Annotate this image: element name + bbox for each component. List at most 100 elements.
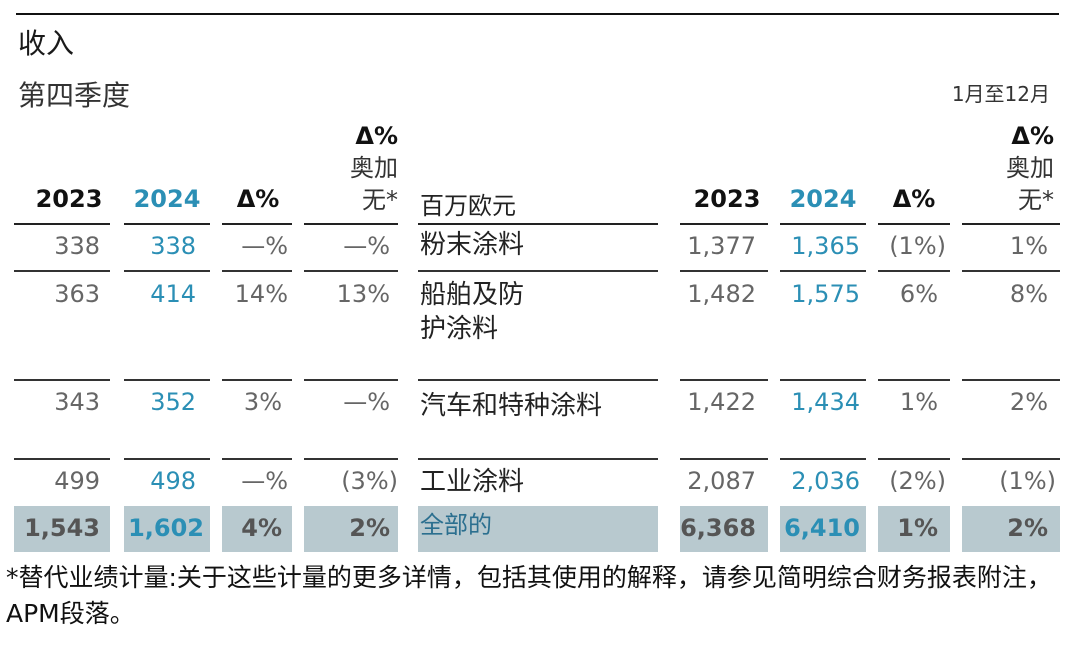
header-q-2023: 2023 xyxy=(35,185,103,213)
rule xyxy=(780,223,866,225)
cell-y-cur: 1,365 xyxy=(791,232,860,260)
rule xyxy=(124,458,210,460)
total-y-delta: 1% xyxy=(897,514,938,542)
cell-y-prev: 2,087 xyxy=(687,467,756,495)
rule xyxy=(780,379,866,381)
footnote: *替代业绩计量:关于这些计量的更多详情，包括其使用的解释，请参见简明综合财务报表… xyxy=(6,563,1052,628)
total-bg xyxy=(14,506,110,552)
rule xyxy=(14,270,110,272)
cell-q-prev: 338 xyxy=(54,232,100,260)
rule xyxy=(680,379,768,381)
rule xyxy=(680,223,768,225)
cell-q-organic: 13% xyxy=(336,280,390,308)
header-y-2023: 2023 xyxy=(693,185,761,213)
rule xyxy=(222,379,292,381)
cell-q-prev: 499 xyxy=(54,467,100,495)
total-y-prev: 6,368 xyxy=(680,514,756,542)
cell-q-delta: —% xyxy=(241,232,288,260)
rule xyxy=(14,223,110,225)
rule xyxy=(124,379,210,381)
rule xyxy=(418,270,658,272)
period-label: 1月至12月 xyxy=(951,82,1050,106)
total-label: 全部的 xyxy=(420,511,492,539)
rule xyxy=(304,379,398,381)
total-y-organic: 2% xyxy=(1007,514,1048,542)
total-q-prev: 1,543 xyxy=(24,514,100,542)
total-y-cur: 6,410 xyxy=(784,514,860,542)
header-y-organic-line1: 奥加 xyxy=(1006,154,1054,182)
total-bg xyxy=(124,506,210,552)
rule xyxy=(962,379,1060,381)
rule xyxy=(878,458,950,460)
cell-q-cur: 352 xyxy=(150,388,196,416)
row-label: 工业涂料 xyxy=(420,467,525,497)
cell-y-delta: (1%) xyxy=(889,232,946,260)
header-q-organic-line2: 无* xyxy=(362,186,398,214)
total-bg xyxy=(222,506,292,552)
row-label: 船舶及防 护涂料 xyxy=(420,278,524,346)
total-bg xyxy=(780,506,866,552)
header-q-organic-delta: Δ% xyxy=(355,122,398,150)
cell-y-delta: (2%) xyxy=(889,467,946,495)
rule xyxy=(418,223,658,225)
rule xyxy=(222,223,292,225)
header-q-2024: 2024 xyxy=(133,185,201,213)
cell-q-organic: —% xyxy=(343,388,390,416)
total-bg xyxy=(680,506,768,552)
header-q-delta: Δ% xyxy=(236,185,280,213)
rule xyxy=(124,223,210,225)
cell-y-delta: 6% xyxy=(899,280,938,308)
rule xyxy=(878,223,950,225)
cell-y-organic: 8% xyxy=(1009,280,1048,308)
total-bg xyxy=(878,506,950,552)
header-unit: 百万欧元 xyxy=(420,192,516,220)
rule xyxy=(962,223,1060,225)
rule xyxy=(878,379,950,381)
rule xyxy=(124,270,210,272)
header-y-organic-delta: Δ% xyxy=(1011,122,1054,150)
total-q-delta: 4% xyxy=(241,514,282,542)
total-bg xyxy=(962,506,1060,552)
rule xyxy=(680,270,768,272)
total-q-cur: 1,602 xyxy=(128,514,204,542)
header-q-organic: Δ% 奥加 无* xyxy=(304,120,398,216)
rule xyxy=(680,458,768,460)
cell-q-delta: —% xyxy=(241,467,288,495)
cell-q-delta: 14% xyxy=(234,280,288,308)
rule xyxy=(304,223,398,225)
rule xyxy=(418,458,658,460)
cell-y-organic: (1%) xyxy=(999,467,1056,495)
rule xyxy=(418,379,658,381)
total-q-organic: 2% xyxy=(349,514,390,542)
cell-q-cur: 414 xyxy=(150,280,196,308)
header-q-organic-line1: 奥加 xyxy=(350,154,398,182)
section-subtitle: 第四季度 xyxy=(18,79,131,112)
row-label: 汽车和特种涂料 xyxy=(420,391,603,421)
rule xyxy=(14,458,110,460)
row-label-line2: 护涂料 xyxy=(420,314,499,344)
total-bg xyxy=(418,506,658,552)
cell-y-prev: 1,422 xyxy=(687,388,756,416)
cell-q-prev: 343 xyxy=(54,388,100,416)
rule xyxy=(780,270,866,272)
cell-y-cur: 1,575 xyxy=(791,280,860,308)
cell-q-organic: (3%) xyxy=(341,467,398,495)
rule xyxy=(962,458,1060,460)
row-label-line1: 船舶及防 xyxy=(420,280,525,310)
cell-q-delta: 3% xyxy=(243,388,282,416)
rule xyxy=(878,270,950,272)
cell-q-cur: 338 xyxy=(150,232,196,260)
row-label: 粉末涂料 xyxy=(420,230,525,260)
rule xyxy=(962,270,1060,272)
header-y-organic-line2: 无* xyxy=(1018,186,1054,214)
total-bg xyxy=(304,506,398,552)
rule xyxy=(304,458,398,460)
top-rule xyxy=(16,13,1059,15)
cell-q-organic: —% xyxy=(343,232,390,260)
cell-y-prev: 1,482 xyxy=(687,280,756,308)
rule xyxy=(222,270,292,272)
cell-y-organic: 2% xyxy=(1009,388,1048,416)
rule xyxy=(14,379,110,381)
rule xyxy=(780,458,866,460)
cell-q-cur: 498 xyxy=(150,467,196,495)
